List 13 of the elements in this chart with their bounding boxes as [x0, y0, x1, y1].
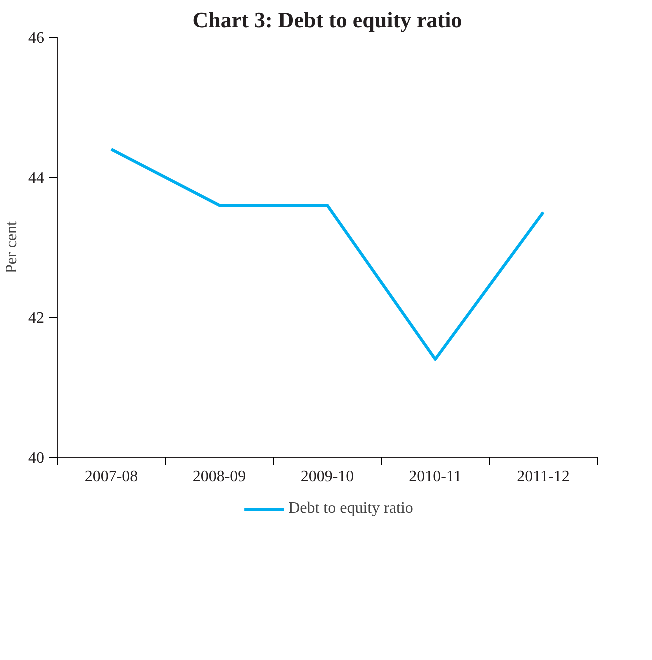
y-axis-title: Per cent — [4, 220, 20, 274]
chart-title: Chart 3: Debt to equity ratio — [192, 8, 462, 32]
x-tick-label: 2011-12 — [517, 468, 570, 486]
y-tick-label: 44 — [28, 170, 44, 187]
x-tick-label: 2010-11 — [409, 468, 462, 486]
x-tick-label: 2008-09 — [192, 468, 246, 486]
y-tick-label: 42 — [28, 310, 44, 327]
legend-label: Debt to equity ratio — [288, 500, 414, 518]
y-tick-label: 46 — [28, 30, 44, 47]
y-tick-label: 40 — [28, 450, 44, 467]
x-tick-label: 2009-10 — [300, 468, 354, 486]
line-series — [110, 148, 545, 361]
x-tick-label: 2007-08 — [84, 468, 138, 486]
